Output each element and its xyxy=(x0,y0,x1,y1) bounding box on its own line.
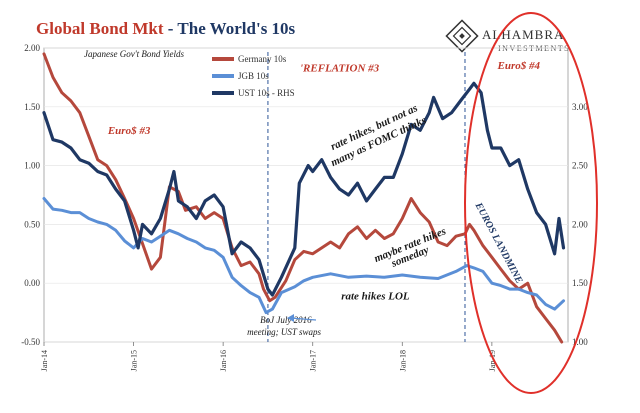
event-lines xyxy=(267,52,466,342)
series-lines xyxy=(42,52,566,344)
boj-arrow xyxy=(289,317,317,321)
left-tick-label: 0.00 xyxy=(24,278,40,288)
legend-label: Germany 10s xyxy=(238,54,287,64)
left-tick-label: 0.50 xyxy=(24,219,40,229)
left-tick-label: 1.00 xyxy=(24,161,40,171)
left-tick-label: 2.00 xyxy=(24,43,40,53)
x-tick-label: Jan-16 xyxy=(219,350,228,371)
x-tick-label: Jan-18 xyxy=(398,350,407,371)
right-tick-label: 1.00 xyxy=(572,337,588,347)
right-tick-label: 3.00 xyxy=(572,102,588,112)
legend-label: UST 10s - RHS xyxy=(238,88,295,98)
legend: Germany 10s JGB 10s UST 10s - RHS xyxy=(212,54,295,98)
right-tick-label: 1.50 xyxy=(572,278,588,288)
legend-label: JGB 10s xyxy=(238,71,269,81)
right-tick-label: 2.00 xyxy=(572,219,588,229)
x-tick-label: Jan-14 xyxy=(40,350,49,371)
x-tick-label: Jan-17 xyxy=(309,350,318,371)
gridlines xyxy=(44,47,568,343)
x-axis-ticks: Jan-14 Jan-15 Jan-16 Jan-17 Jan-18 Jan-19 xyxy=(40,342,497,371)
annotation: rate hikes LOL xyxy=(341,291,410,303)
right-tick-label: 2.50 xyxy=(572,161,588,171)
annotation: 'REFLATION #3 xyxy=(300,63,380,75)
chart-subtitle: Japanese Gov't Bond Yields xyxy=(84,49,184,59)
left-tick-label: -0.50 xyxy=(21,337,40,347)
x-tick-label: Jan-19 xyxy=(488,350,497,371)
annotation: Euro$ #3 xyxy=(107,125,151,137)
annotation: BoJ July 2016 xyxy=(260,315,312,325)
left-tick-label: 1.50 xyxy=(24,102,40,112)
series-line-jgb-10s xyxy=(42,197,565,315)
series-line-germany-10s xyxy=(42,52,564,344)
chart-title: Global Bond Mkt - The World's 10s xyxy=(36,19,296,38)
logo-name: ALHAMBRA xyxy=(482,27,564,42)
logo-sub: INVESTMENTS xyxy=(498,44,570,53)
left-axis-ticks: 2.00 1.50 1.00 0.50 0.00 -0.50 xyxy=(21,43,40,347)
highlight-ellipse xyxy=(464,12,598,394)
boj-arrow-head xyxy=(287,314,294,322)
series-line-ust-10s-rhs xyxy=(42,81,566,297)
annotation: Euro$ #4 xyxy=(496,60,540,72)
x-tick-label: Jan-15 xyxy=(130,350,139,371)
title-part1: Global Bond Mkt xyxy=(36,19,164,38)
right-axis-ticks: 3.00 2.50 2.00 1.50 1.00 xyxy=(572,102,588,347)
svg-text:Global Bond Mkt - The World's: Global Bond Mkt - The World's 10s xyxy=(36,19,296,38)
title-part2: - The World's 10s xyxy=(164,19,296,38)
annotation: meeting; UST swaps xyxy=(247,327,321,337)
